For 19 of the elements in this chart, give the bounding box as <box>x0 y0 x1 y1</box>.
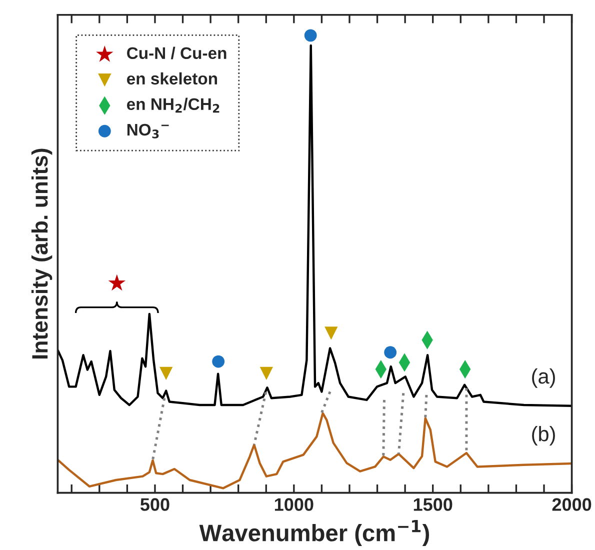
x-tick-label: 1000 <box>274 498 314 511</box>
x-tick-label: 2000 <box>552 498 592 511</box>
x-axis-title: Wavenumber (cm$^{−1}$) <box>199 520 430 546</box>
point <box>108 274 126 291</box>
legend-label: en NH$_{2}$/CH$_{2}$ <box>126 98 220 113</box>
y-axis-title: Intensity (arb. units) <box>31 148 52 359</box>
annotation: (b) <box>532 426 555 446</box>
annotation: (a) <box>532 368 555 388</box>
legend-label: NO$_{3}$$^{−}$ <box>127 124 169 138</box>
point <box>212 355 225 368</box>
x-tick-label: 500 <box>140 498 170 511</box>
x-tick-label: 1500 <box>414 498 452 511</box>
point <box>260 366 273 380</box>
legend-label: Cu-N / Cu-en <box>127 46 226 60</box>
legend-label: en skeleton <box>126 72 217 85</box>
point <box>324 326 338 340</box>
point <box>160 366 173 380</box>
point <box>304 29 317 42</box>
point <box>384 346 397 359</box>
